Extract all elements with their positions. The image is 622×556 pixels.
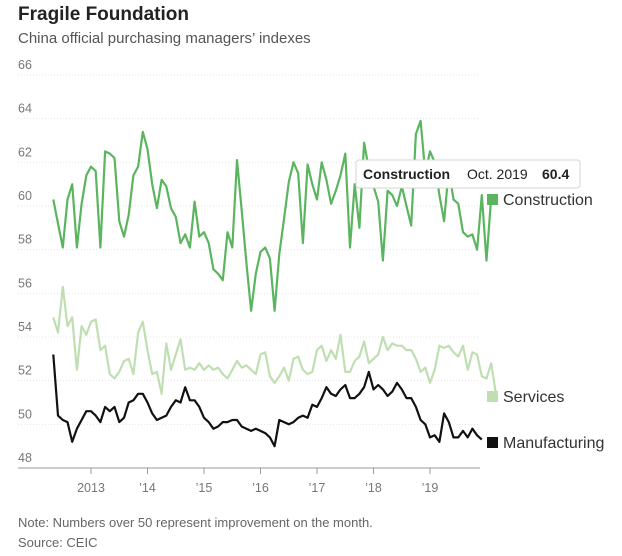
y-tick-label: 48	[18, 451, 32, 465]
x-tick-label: ’14	[139, 481, 156, 495]
y-tick-label: 54	[18, 320, 32, 334]
y-axis-ticks: 48 50 52 54 56 58 60 62 64 66	[18, 58, 32, 465]
chart-subtitle: China official purchasing managers’ inde…	[18, 30, 311, 47]
legend-swatch-construction	[487, 194, 498, 205]
legend-swatch-manufacturing	[487, 437, 498, 448]
y-tick-label: 60	[18, 189, 32, 203]
footnote: Note: Numbers over 50 represent improvem…	[18, 515, 373, 530]
legend-label-manufacturing: Manufacturing	[503, 435, 604, 452]
legend-label-services: Services	[503, 389, 564, 406]
x-tick-label: ’15	[196, 481, 213, 495]
grid-lines	[18, 74, 480, 469]
tooltip-date: Oct. 2019	[467, 166, 528, 182]
y-tick-label: 56	[18, 276, 32, 290]
x-tick-label: 2013	[77, 481, 105, 495]
series-line-manufacturing	[52, 354, 483, 448]
source-note: Source: CEIC	[18, 535, 98, 550]
x-tick-label: ’19	[422, 481, 439, 495]
legend: Construction Services Manufacturing	[487, 192, 604, 452]
chart-title: Fragile Foundation	[18, 4, 189, 25]
y-tick-label: 62	[18, 145, 32, 159]
tooltip-value: 60.4	[542, 166, 569, 182]
y-tick-label: 64	[18, 102, 32, 116]
legend-label-construction: Construction	[503, 192, 593, 209]
x-tick-label: ’16	[252, 481, 269, 495]
legend-swatch-services	[487, 391, 498, 402]
series-line-construction	[52, 119, 493, 312]
tooltip-series: Construction	[363, 166, 450, 182]
x-tick-label: ’17	[309, 481, 326, 495]
x-axis-ticks: 2013 ’14 ’15 ’16 ’17 ’18 ’19	[77, 468, 438, 495]
pmi-line-chart: 48 50 52 54 56 58 60 62 64 66 2013 ’14 ’15 ’16 ’17 ’18…	[18, 58, 604, 495]
x-tick-label: ’18	[365, 481, 382, 495]
tooltip: Construction Oct. 2019 60.4	[355, 159, 581, 189]
y-tick-label: 66	[18, 58, 32, 72]
series-line-services	[52, 285, 497, 395]
y-tick-label: 52	[18, 364, 32, 378]
y-tick-label: 58	[18, 233, 32, 247]
y-tick-label: 50	[18, 407, 32, 421]
tooltip-box	[355, 159, 581, 189]
